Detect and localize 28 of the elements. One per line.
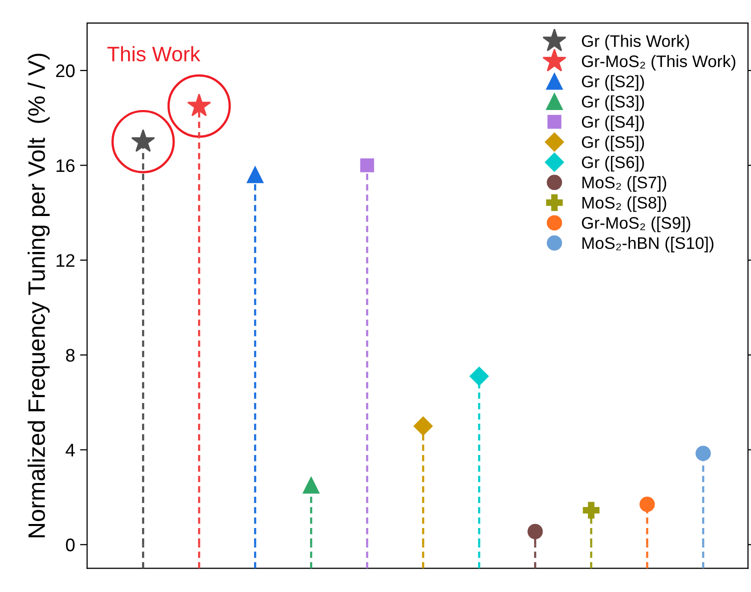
legend-label: Gr (This Work) [582, 34, 690, 50]
point [696, 446, 711, 461]
annotation: This Work [107, 46, 200, 62]
legend-label: Gr ([S3]) [582, 95, 644, 111]
y-tick-label: 16 [56, 159, 75, 172]
y-tick-label: 12 [56, 254, 74, 267]
legend-label: Gr ([S5]) [582, 136, 644, 152]
legend-label: Gr-MoS₂ ([S9]) [582, 216, 690, 232]
y-tick-label: 0 [66, 538, 75, 552]
legend-label: Gr ([S4]) [582, 116, 644, 132]
point [470, 366, 489, 386]
legend-label: MoS₂ ([S8]) [582, 196, 666, 212]
legend-label: Gr ([S6]) [582, 156, 644, 172]
legend-label: Gr-MoS₂ (This Work) [582, 54, 736, 70]
y-axis-title: Normalized Frequency Tuning per Volt (% / V) [28, 54, 50, 538]
point [528, 524, 543, 540]
point [582, 502, 600, 519]
legend-label: Gr ([S2]) [582, 75, 644, 91]
point [302, 477, 320, 494]
y-tick-label: 8 [66, 348, 75, 362]
point [360, 158, 374, 172]
y-tick-label: 4 [66, 444, 75, 456]
legend-label: MoS₂-hBN ([S10]) [582, 236, 714, 252]
point [414, 416, 433, 436]
y-tick-label: 20 [56, 64, 75, 78]
point [640, 496, 655, 512]
point [246, 166, 264, 184]
legend-label: MoS₂ ([S7]) [582, 176, 666, 192]
